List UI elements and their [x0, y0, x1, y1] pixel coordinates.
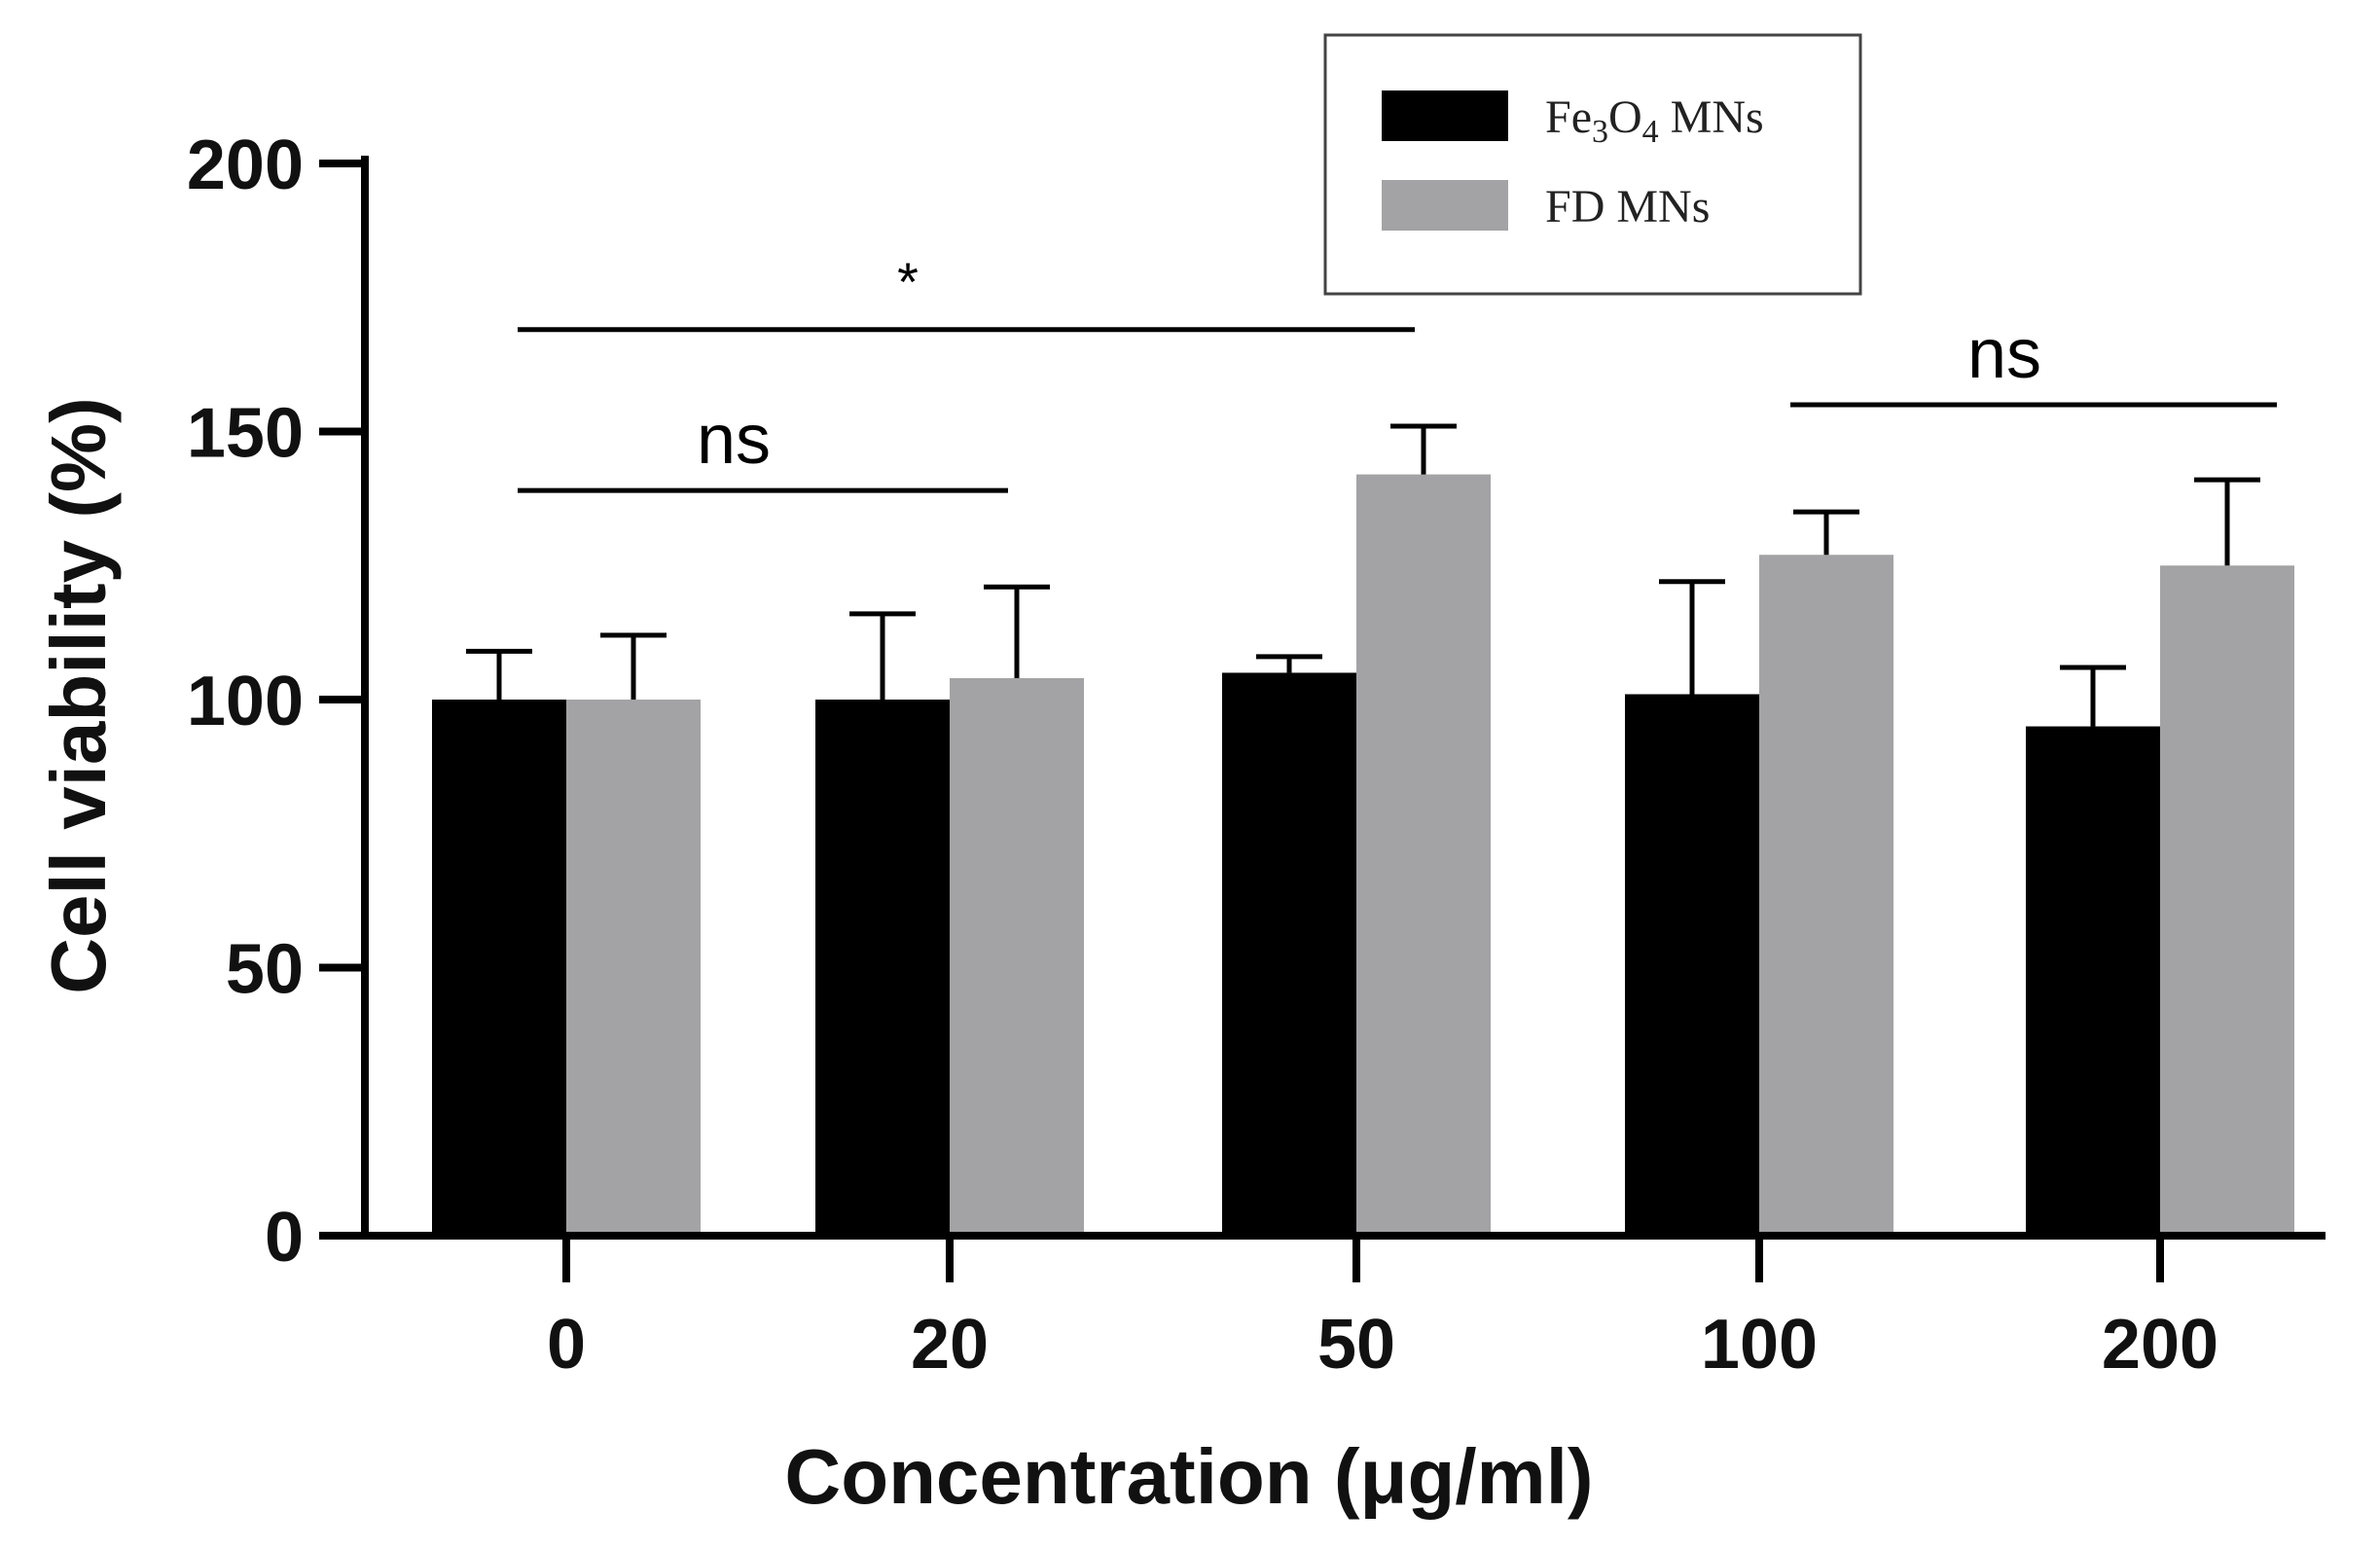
- legend-swatch-fe3o4: [1382, 90, 1508, 141]
- bar-fe3o4-20: [815, 700, 950, 1236]
- legend-box: [1323, 33, 1862, 296]
- bar-fe3o4-200: [2026, 726, 2160, 1236]
- bar-fd-200: [2160, 565, 2294, 1236]
- y-tick-label: 0: [265, 1199, 304, 1277]
- significance-layer: * ns ns: [518, 251, 2277, 493]
- bar-fe3o4-100: [1625, 694, 1759, 1236]
- x-tick-label: 200: [2102, 1306, 2218, 1384]
- bar-fd-0: [566, 700, 701, 1236]
- significance-label-2: ns: [1967, 315, 2041, 393]
- legend-swatch-fd: [1382, 180, 1508, 231]
- legend-label-fd: FD MNs: [1545, 181, 1710, 233]
- x-tick-label: 0: [547, 1306, 586, 1384]
- bar-fe3o4-50: [1222, 672, 1356, 1236]
- y-tick-label: 200: [187, 126, 304, 204]
- x-axis-title: Concentration (μg/ml): [784, 1433, 1593, 1520]
- y-tick-label: 150: [187, 395, 304, 473]
- significance-label-1: ns: [697, 401, 771, 479]
- y-tick-label: 50: [226, 931, 304, 1009]
- significance-label-0: *: [897, 251, 919, 312]
- y-axis-title: Cell viability (%): [35, 397, 122, 993]
- error-bars-layer: [466, 423, 2260, 727]
- bar-fd-100: [1759, 555, 1893, 1236]
- legend: Fe3O4 MNs FD MNs: [1323, 33, 1862, 296]
- legend-label-fe3o4: Fe3O4 MNs: [1545, 91, 1764, 150]
- y-ticks-layer: 0 50 100 150 200: [187, 126, 365, 1277]
- bars-layer: [432, 474, 2294, 1237]
- bar-fd-20: [950, 677, 1084, 1236]
- bar-fd-50: [1356, 474, 1491, 1237]
- x-tick-label: 100: [1701, 1306, 1818, 1384]
- x-tick-label: 20: [911, 1306, 989, 1384]
- bar-fe3o4-0: [432, 700, 566, 1236]
- x-ticks-layer: 0 20 50 100 200: [547, 1236, 2218, 1384]
- y-tick-label: 100: [187, 663, 304, 740]
- x-tick-label: 50: [1317, 1306, 1395, 1384]
